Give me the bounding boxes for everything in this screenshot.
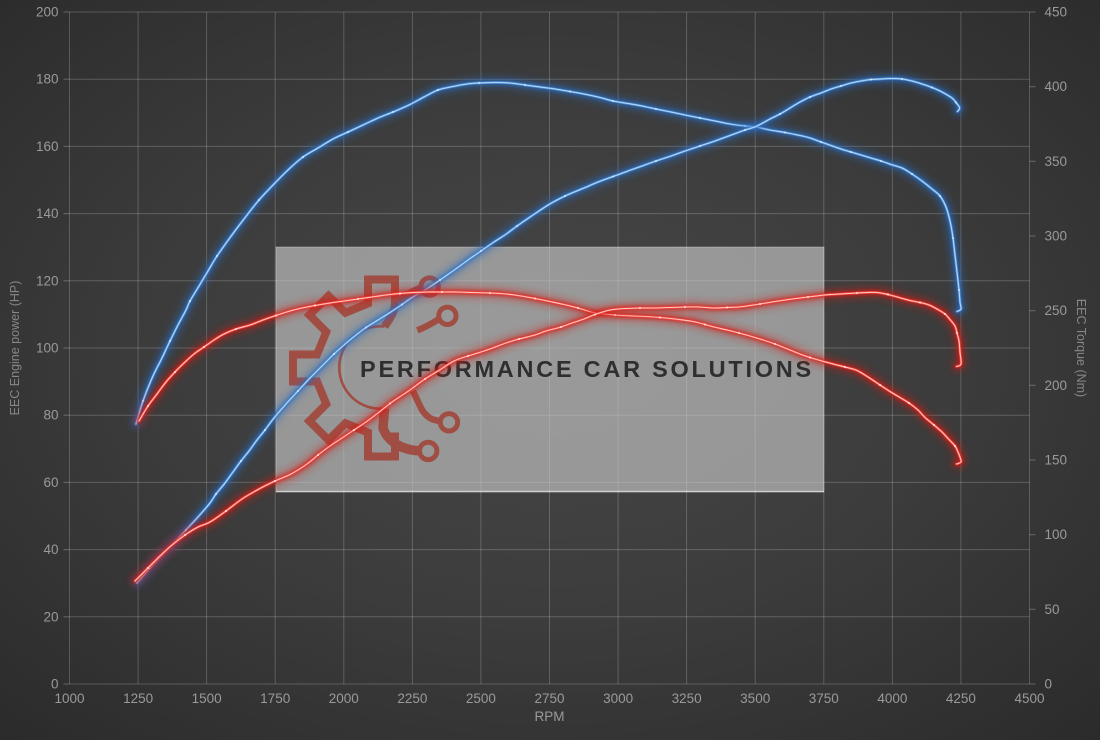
svg-text:50: 50 xyxy=(1045,602,1060,617)
svg-text:RPM: RPM xyxy=(535,709,565,724)
svg-text:450: 450 xyxy=(1045,5,1068,20)
svg-text:4250: 4250 xyxy=(946,691,976,706)
svg-text:0: 0 xyxy=(1045,677,1053,692)
svg-text:EEC Engine power (HP): EEC Engine power (HP) xyxy=(8,281,22,416)
svg-text:300: 300 xyxy=(1045,229,1068,244)
svg-text:3750: 3750 xyxy=(809,691,839,706)
svg-text:4000: 4000 xyxy=(877,691,907,706)
svg-text:1500: 1500 xyxy=(192,691,222,706)
svg-text:100: 100 xyxy=(36,341,59,356)
svg-text:1000: 1000 xyxy=(54,691,84,706)
svg-text:3250: 3250 xyxy=(672,691,702,706)
svg-text:0: 0 xyxy=(51,677,59,692)
svg-text:60: 60 xyxy=(43,475,58,490)
svg-text:2250: 2250 xyxy=(397,691,427,706)
svg-text:2500: 2500 xyxy=(466,691,496,706)
svg-text:3000: 3000 xyxy=(603,691,633,706)
svg-text:3500: 3500 xyxy=(740,691,770,706)
svg-text:160: 160 xyxy=(36,139,59,154)
svg-text:2000: 2000 xyxy=(329,691,359,706)
svg-text:350: 350 xyxy=(1045,154,1068,169)
svg-text:180: 180 xyxy=(36,72,59,87)
svg-text:200: 200 xyxy=(1045,378,1068,393)
svg-text:40: 40 xyxy=(43,542,58,557)
svg-text:4500: 4500 xyxy=(1014,691,1044,706)
svg-text:1750: 1750 xyxy=(260,691,290,706)
svg-text:120: 120 xyxy=(36,273,59,288)
svg-text:100: 100 xyxy=(1045,527,1068,542)
svg-text:1250: 1250 xyxy=(123,691,153,706)
svg-text:20: 20 xyxy=(43,609,58,624)
svg-text:150: 150 xyxy=(1045,453,1068,468)
svg-text:200: 200 xyxy=(36,5,59,20)
svg-text:250: 250 xyxy=(1045,303,1068,318)
svg-text:140: 140 xyxy=(36,206,59,221)
svg-text:EEC Torque (Nm): EEC Torque (Nm) xyxy=(1074,299,1088,397)
svg-text:2750: 2750 xyxy=(534,691,564,706)
svg-text:400: 400 xyxy=(1045,79,1068,94)
svg-text:80: 80 xyxy=(43,408,58,423)
